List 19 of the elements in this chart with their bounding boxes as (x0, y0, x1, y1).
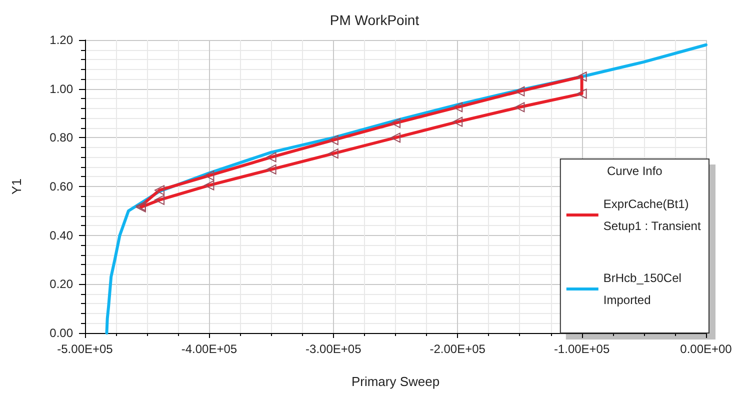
y-tick-label: 1.00 (50, 82, 74, 96)
y-tick-label: 0.40 (50, 228, 74, 242)
legend-title: Curve Info (606, 162, 664, 178)
y-tick-label: 1.20 (50, 33, 74, 47)
y-tick-label: 0.80 (50, 130, 74, 145)
legend-label: BrHcb_150Cel Imported (603, 271, 682, 307)
x-tick-label: -3.00E+05 (306, 342, 362, 356)
legend-label: ExprCache(Bt1) Setup1 : Transient (603, 197, 702, 233)
x-tick-label: -2.00E+05 (430, 342, 486, 356)
x-tick-label: -5.00E+05 (57, 342, 114, 356)
x-axis-title: Primary Sweep (351, 374, 440, 389)
x-tick-label: -4.00E+05 (181, 342, 238, 356)
y-tick-label: 0.20 (50, 277, 74, 292)
y-tick-label: 0.00 (50, 326, 74, 340)
y-axis-title: Y1 (9, 178, 24, 194)
chart-title: PM WorkPoint (330, 12, 420, 28)
x-tick-label: 0.00E+00 (680, 342, 732, 356)
x-tick-label: -1.00E+05 (554, 342, 610, 356)
y-tick-label: 0.60 (50, 180, 74, 194)
